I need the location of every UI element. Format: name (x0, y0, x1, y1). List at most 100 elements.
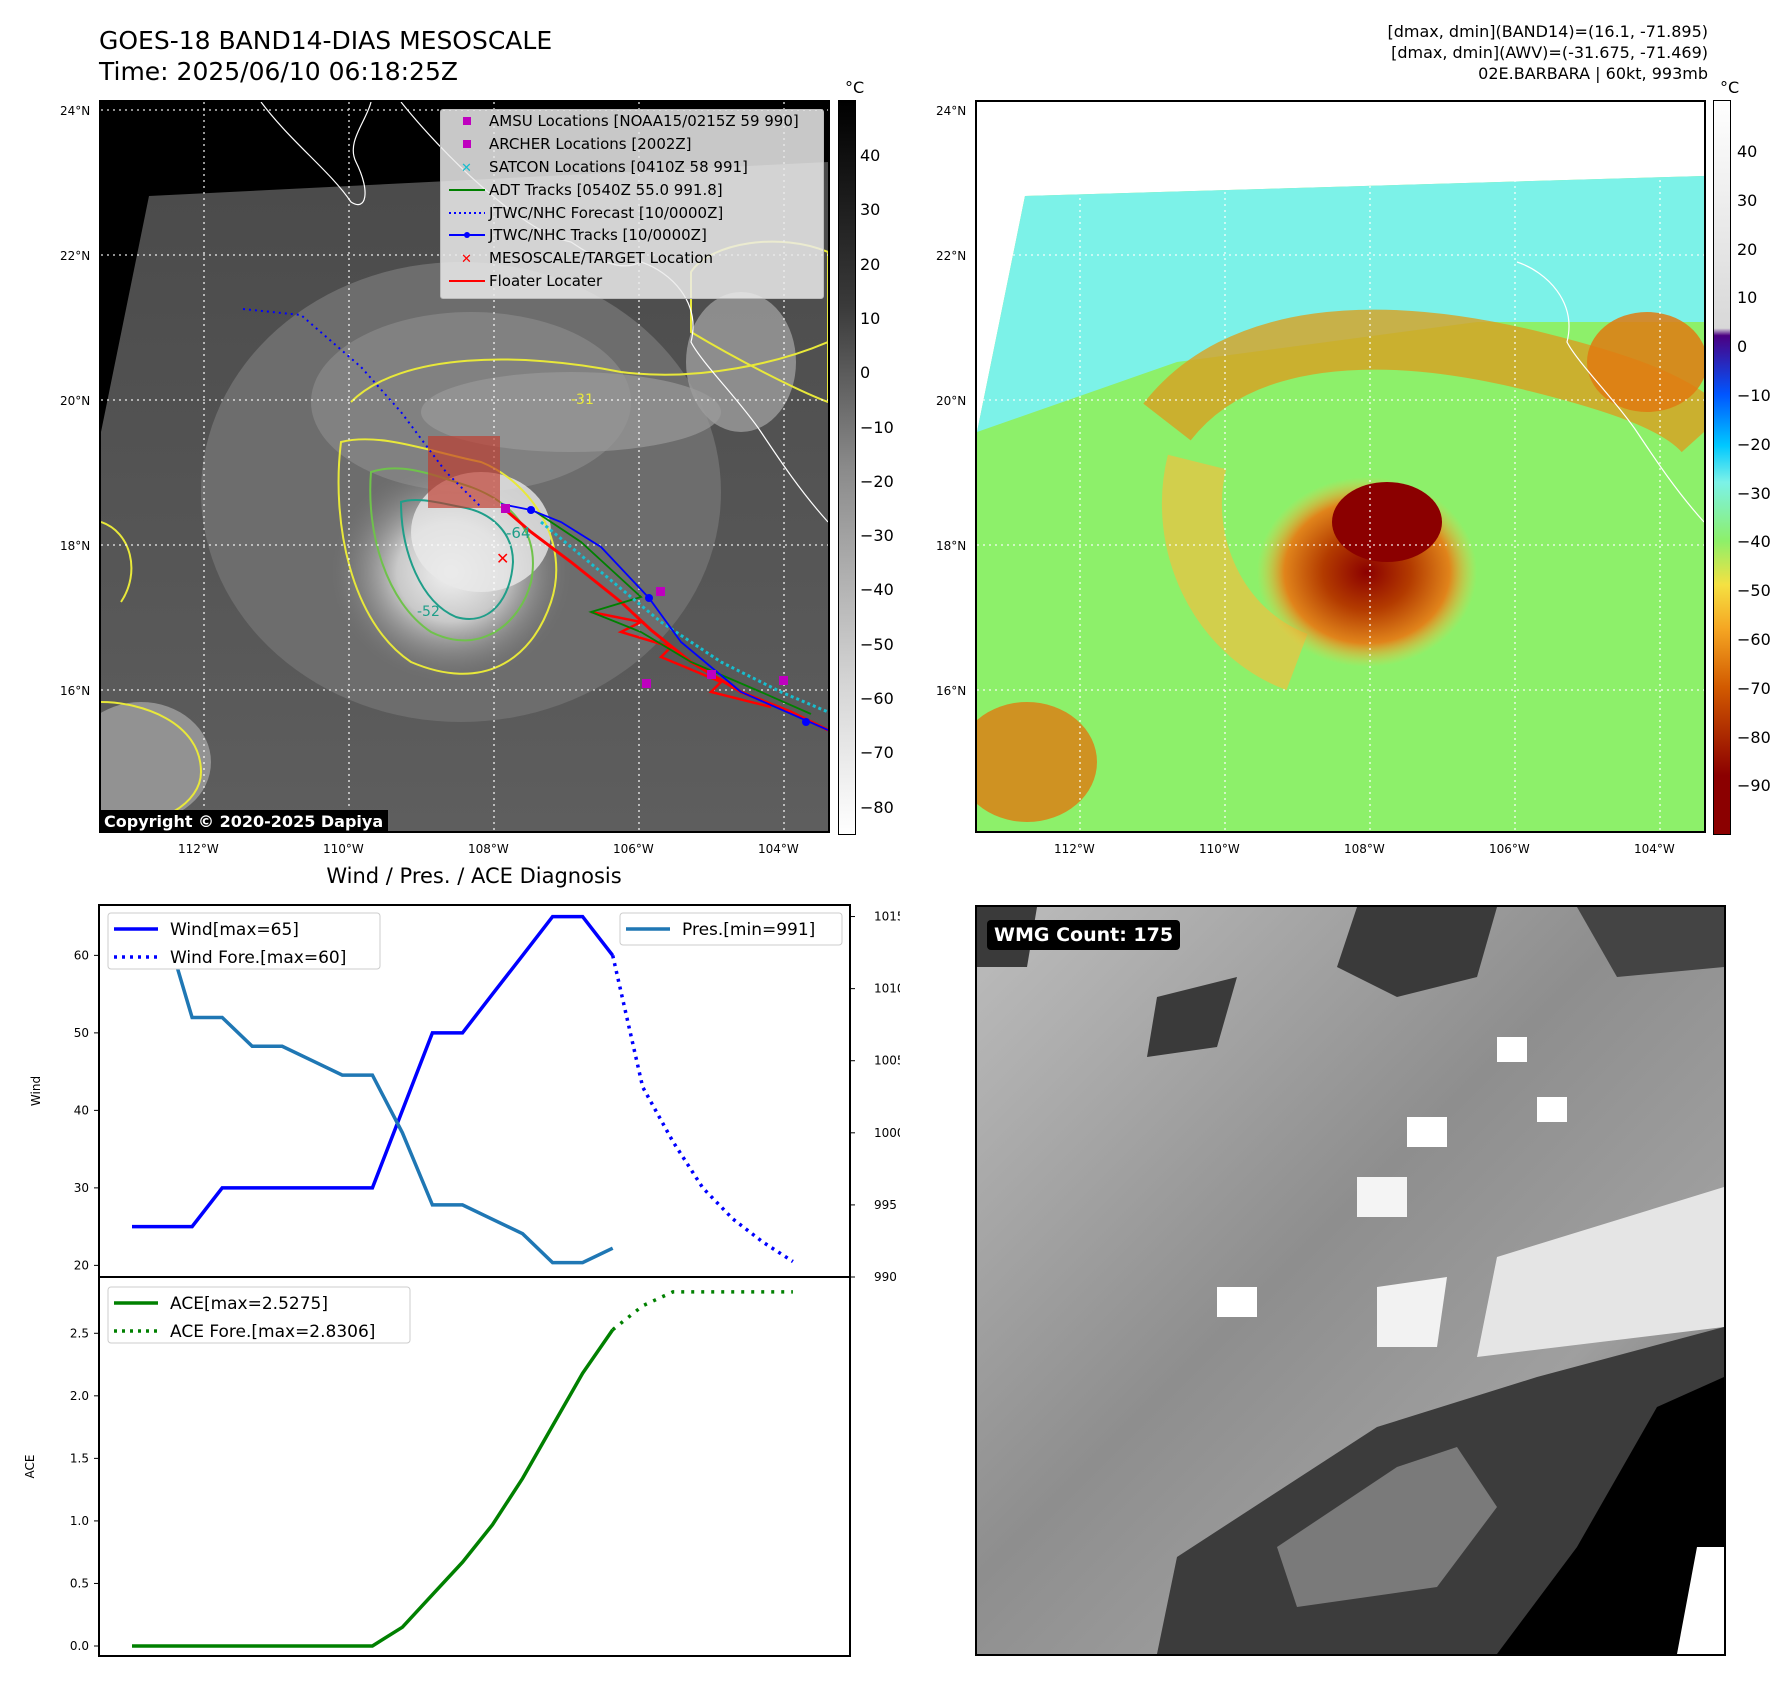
latitude-label: 20°N (936, 394, 967, 408)
map-legend: AMSU Locations [NOAA15/0215Z 59 990] ARCH… (440, 109, 824, 299)
ace-legend (107, 1286, 411, 1344)
wmg-panel (975, 905, 1726, 1656)
ir-satellite-map: ✕ -64 -52 -31 (99, 100, 830, 833)
target-box (428, 436, 500, 508)
legend-item-label: JTWC/NHC Forecast [10/0000Z] (489, 203, 724, 222)
adt-track (535, 511, 812, 715)
legend-item-label: MESOSCALE/TARGET Location (489, 249, 714, 268)
ace-panel-frame (98, 1276, 851, 1657)
ace-forecast-series-line (611, 1290, 793, 1332)
colorbar-tick-label: 40 (1737, 142, 1758, 161)
ir-colorbar-unit: °C (845, 78, 865, 97)
wind-axis-label: Wind (29, 1076, 43, 1106)
latitude-label: 18°N (936, 539, 967, 553)
pressure-series-line (132, 914, 614, 1265)
latitude-label: 16°N (60, 684, 91, 698)
diagnosis-chart: Wind / Pres. / ACE Diagnosis 20 30 40 50 60 9… (23, 864, 900, 1657)
wv-coastline (1516, 261, 1704, 523)
copyright-label: Copyright © 2020-2025 Dapiya (99, 810, 389, 833)
wv-colorbar-unit: °C (1720, 78, 1740, 97)
colorbar-tick-label: 20 (1737, 239, 1758, 259)
forecast-track (242, 308, 482, 508)
floater-track (500, 504, 828, 732)
legend-item: ADT Tracks [0540Z 55.0 991.8] (441, 178, 823, 201)
ace-y-tick-label: 2.5 (70, 1326, 89, 1340)
square-marker-icon (445, 114, 489, 128)
line-marker-icon (445, 183, 489, 197)
legend-item-label: Floater Locater (489, 271, 603, 290)
dotted-marker-icon (445, 206, 489, 220)
wmg-count-badge: WMG Count: 175 (987, 920, 1181, 950)
figure-title: GOES-18 BAND14-DIAS MESOSCALE (99, 26, 553, 55)
legend-item: AMSU Locations [NOAA15/0215Z 59 990] (441, 110, 823, 133)
colorbar-tick-label: 10 (860, 308, 881, 328)
contour-label-64: -64 (506, 524, 531, 542)
colorbar-tick-label: −40 (1737, 532, 1771, 552)
ace-y-tick-label: 1.5 (70, 1451, 89, 1465)
colorbar-tick-label: −10 (1737, 386, 1771, 405)
longitude-label: 112°W (178, 842, 219, 856)
figure-timestamp: Time: 2025/06/10 06:18:25Z (99, 57, 458, 86)
wv-map-gridlines (977, 102, 1704, 831)
colorbar-tick-label: −40 (860, 580, 894, 600)
latitude-label: 24°N (936, 104, 967, 118)
pressure-y-tick-label: 995 (874, 1198, 897, 1212)
colorbar-tick-label: −20 (860, 471, 894, 491)
legend-ace-forecast: ACE Fore.[max=2.8306] (170, 1322, 375, 1342)
wind-series-line (132, 914, 615, 1229)
latitude-label: 22°N (60, 249, 91, 263)
legend-item-label: ADT Tracks [0540Z 55.0 991.8] (489, 180, 723, 199)
colorbar-tick-label: 40 (860, 146, 881, 165)
legend-item-label: SATCON Locations [0410Z 58 991] (489, 157, 748, 176)
legend-wind-forecast: Wind Fore.[max=60] (170, 948, 346, 968)
colorbar-tick-label: −30 (1737, 483, 1771, 503)
colorbar-tick-label: 0 (860, 363, 871, 383)
longitude-label: 106°W (613, 842, 654, 856)
longitude-label: 104°W (758, 842, 799, 856)
pressure-y-tick-label: 1005 (874, 1054, 900, 1068)
latitude-label: 16°N (936, 684, 967, 698)
ace-y-tick-label: 2.0 (70, 1389, 89, 1403)
ace-y-tick-label: 0.0 (70, 1639, 89, 1653)
line-dot-marker-icon (445, 228, 489, 242)
legend-ace: ACE[max=2.5275] (170, 1294, 328, 1314)
wv-colorbar (1713, 100, 1731, 835)
contour-label-31: -31 (571, 392, 594, 408)
pressure-y-tick-label: 1000 (874, 1126, 900, 1140)
colorbar-tick-label: −60 (860, 689, 894, 708)
colorbar-tick-label: −10 (860, 417, 894, 437)
latitude-label: 24°N (60, 104, 91, 118)
legend-item-label: ARCHER Locations [2002Z] (489, 135, 692, 154)
info-storm-summary: 02E.BARBARA | 60kt, 993mb (1478, 64, 1708, 83)
ir-map-imagery: ✕ -64 -52 -31 (101, 102, 828, 831)
x-marker-icon: ✕ (445, 251, 489, 265)
line-marker-icon (445, 274, 489, 288)
latitude-label: 22°N (936, 249, 967, 263)
x-marker-icon: ✕ (445, 160, 489, 174)
legend-item: ✕ SATCON Locations [0410Z 58 991] (441, 156, 823, 179)
wmg-imagery (977, 907, 1724, 1654)
colorbar-tick-label: −20 (1737, 434, 1771, 454)
pressure-legend (619, 912, 843, 946)
target-marker: ✕ (496, 549, 509, 568)
pressure-y-tick-label: 1015 (874, 910, 900, 924)
pressure-y-tick-label: 1010 (874, 982, 900, 996)
legend-wind: Wind[max=65] (170, 920, 299, 940)
legend-item: JTWC/NHC Forecast [10/0000Z] (441, 201, 823, 224)
ace-axis-label: ACE (23, 1455, 37, 1479)
colorbar-tick-label: −80 (860, 797, 894, 817)
colorbar-tick-label: 30 (1737, 190, 1758, 210)
colorbar-tick-label: 0 (1737, 337, 1748, 357)
legend-item: ARCHER Locations [2002Z] (441, 133, 823, 156)
legend-item-label: JTWC/NHC Tracks [10/0000Z] (489, 226, 707, 245)
longitude-label: 106°W (1489, 842, 1530, 856)
pressure-y-tick-label: 990 (874, 1270, 897, 1284)
info-awv-range: [dmax, dmin](AWV)=(-31.675, -71.469) (1391, 43, 1708, 62)
colorbar-tick-label: 10 (1737, 288, 1758, 308)
wind-y-tick-label: 40 (74, 1103, 89, 1117)
legend-pressure: Pres.[min=991] (682, 920, 815, 940)
chart-title: Wind / Pres. / ACE Diagnosis (326, 864, 621, 888)
info-band14-range: [dmax, dmin](BAND14)=(16.1, -71.895) (1387, 22, 1709, 41)
svg-text:✕: ✕ (461, 161, 472, 174)
colorbar-tick-label: −90 (1737, 776, 1771, 796)
